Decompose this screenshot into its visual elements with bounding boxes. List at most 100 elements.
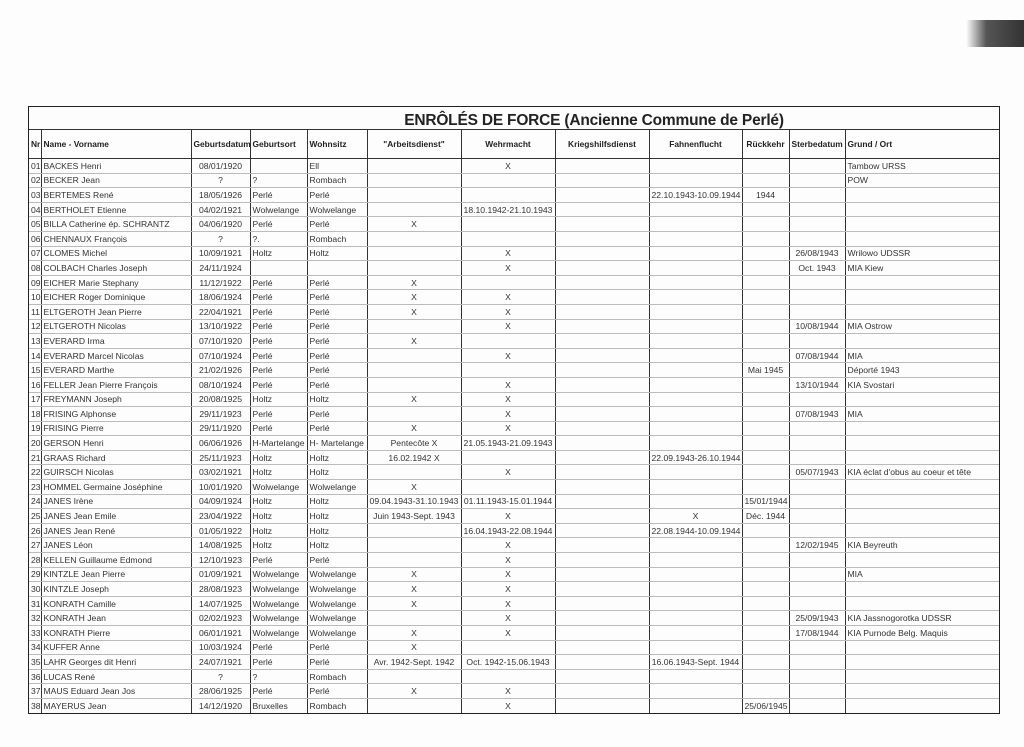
cell-reason-place — [844, 596, 999, 612]
cell-nr: 10 — [29, 289, 41, 305]
cell-death-date — [788, 275, 845, 291]
cell-nr: 15 — [29, 362, 41, 378]
cell-nr: 02 — [29, 173, 41, 189]
cell-birth-date: 08/01/1920 — [190, 158, 250, 174]
cell-nr: 38 — [29, 698, 41, 714]
cell-nr: 25 — [29, 508, 41, 524]
column-header-arbeitsdienst: "Arbeitsdienst" — [366, 130, 461, 159]
cell-wehrmacht: X — [460, 596, 555, 612]
cell-reason-place — [844, 421, 999, 437]
cell-fahnenflucht — [648, 260, 742, 276]
cell-wehrmacht: X — [460, 567, 555, 583]
cell-birth-date: 03/02/1921 — [190, 464, 250, 481]
cell-birth-place: Perlé — [249, 187, 307, 203]
cell-death-date — [788, 304, 845, 320]
table-row: 30 KINTZLE Joseph 28/08/1923 Wolwelange Wolw… — [29, 581, 999, 597]
cell-arbeitsdienst — [366, 523, 461, 539]
header-row: Nr Name - Vorname Geburtsdatum Geburtsort Wo… — [29, 130, 999, 159]
table-row: 33 KONRATH Pierre 06/01/1921 Wolwelange Wolw… — [29, 625, 999, 641]
cell-fahnenflucht — [648, 216, 742, 232]
cell-residence: Perlé — [306, 275, 367, 291]
cell-reason-place — [844, 523, 999, 539]
cell-nr: 04 — [29, 202, 41, 218]
cell-residence: H- Martelange — [306, 435, 367, 451]
cell-birth-place: Perlé — [249, 304, 307, 320]
cell-kriegshilfsdienst — [554, 450, 649, 466]
cell-reason-place: Déporté 1943 — [844, 362, 999, 378]
cell-rueckkehr: 15/01/1944 — [741, 494, 789, 510]
cell-residence: Perlé — [306, 683, 367, 699]
cell-arbeitsdienst: X — [366, 275, 461, 291]
cell-birth-date: 11/12/1922 — [190, 275, 250, 291]
cell-birth-date: 01/09/1921 — [190, 567, 250, 583]
cell-arbeitsdienst: X — [366, 216, 461, 232]
cell-name: COLBACH Charles Joseph — [40, 260, 191, 276]
cell-rueckkehr — [741, 523, 789, 539]
cell-fahnenflucht — [648, 348, 742, 364]
cell-arbeitsdienst — [366, 537, 461, 554]
cell-death-date — [788, 158, 845, 174]
cell-rueckkehr — [741, 625, 789, 641]
cell-fahnenflucht — [648, 231, 742, 247]
cell-fahnenflucht: 22.09.1943-26.10.1944 — [648, 450, 742, 466]
table-row: 11 ELTGEROTH Jean Pierre 22/04/1921 Perlé Pe… — [29, 304, 999, 320]
cell-reason-place — [844, 640, 999, 656]
cell-rueckkehr — [741, 289, 789, 305]
cell-residence: Holtz — [306, 450, 367, 466]
table-row: 08 COLBACH Charles Joseph 24/11/1924 X Oct. … — [29, 260, 999, 276]
cell-rueckkehr — [741, 567, 789, 583]
cell-birth-place: Wolwelange — [249, 479, 307, 495]
cell-nr: 17 — [29, 392, 41, 408]
cell-wehrmacht: X — [460, 508, 555, 524]
cell-birth-place: Holtz — [249, 246, 307, 262]
cell-reason-place: MIA Kiew — [844, 260, 999, 276]
cell-rueckkehr — [741, 450, 789, 466]
cell-rueckkehr — [741, 596, 789, 612]
cell-birth-date: 18/06/1924 — [190, 289, 250, 305]
cell-name: KONRATH Jean — [40, 610, 191, 626]
cell-rueckkehr — [741, 479, 789, 495]
cell-residence: Holtz — [306, 246, 367, 262]
cell-birth-place: Holtz — [249, 508, 307, 524]
table-row: 37 MAUS Eduard Jean Jos 28/06/1925 Perlé Per… — [29, 683, 999, 699]
cell-kriegshilfsdienst — [554, 683, 649, 699]
table-row: 22 GUIRSCH Nicolas 03/02/1921 Holtz Holtz X 05… — [29, 464, 999, 481]
cell-arbeitsdienst: X — [366, 392, 461, 408]
cell-name: KINTZLE Joseph — [40, 581, 191, 597]
cell-fahnenflucht — [648, 464, 742, 481]
cell-residence: Perlé — [306, 406, 367, 422]
cell-rueckkehr — [741, 246, 789, 262]
table-row: 01 BACKES Henri 08/01/1920 Ell X Tambow URSS — [29, 158, 999, 174]
cell-reason-place: KIA Beyreuth — [844, 537, 999, 554]
cell-reason-place — [844, 494, 999, 510]
cell-reason-place — [844, 683, 999, 699]
cell-birth-date: 24/11/1924 — [190, 260, 250, 276]
cell-kriegshilfsdienst — [554, 202, 649, 218]
table-row: 13 EVERARD Irma 07/10/1920 Perlé Perlé X — [29, 333, 999, 349]
cell-rueckkehr — [741, 216, 789, 232]
cell-wehrmacht — [460, 187, 555, 203]
cell-arbeitsdienst — [366, 319, 461, 335]
cell-death-date: 07/08/1943 — [788, 406, 845, 422]
cell-name: EVERARD Irma — [40, 333, 191, 349]
cell-reason-place: Tambow URSS — [844, 158, 999, 174]
cell-rueckkehr — [741, 610, 789, 626]
cell-fahnenflucht — [648, 392, 742, 408]
cell-wehrmacht: X — [460, 581, 555, 597]
cell-rueckkehr — [741, 202, 789, 218]
cell-kriegshilfsdienst — [554, 304, 649, 320]
cell-arbeitsdienst — [366, 377, 461, 393]
cell-birth-date: ? — [190, 173, 250, 189]
cell-fahnenflucht — [648, 640, 742, 656]
cell-kriegshilfsdienst — [554, 581, 649, 597]
table-row: 32 KONRATH Jean 02/02/1923 Wolwelange Wolwel… — [29, 610, 999, 626]
table-row: 35 LAHR Georges dit Henri 24/07/1921 Perlé P… — [29, 654, 999, 670]
cell-wehrmacht: 21.05.1943-21.09.1943 — [460, 435, 555, 451]
cell-kriegshilfsdienst — [554, 260, 649, 276]
cell-birth-place: Perlé — [249, 683, 307, 699]
table-row: 23 HOMMEL Germaine Joséphine 10/01/1920 Wol… — [29, 479, 999, 495]
cell-name: MAYERUS Jean — [40, 698, 191, 714]
cell-birth-date: 10/03/1924 — [190, 640, 250, 656]
cell-birth-date: 04/02/1921 — [190, 202, 250, 218]
column-header-birth-date: Geburtsdatum — [190, 130, 250, 159]
